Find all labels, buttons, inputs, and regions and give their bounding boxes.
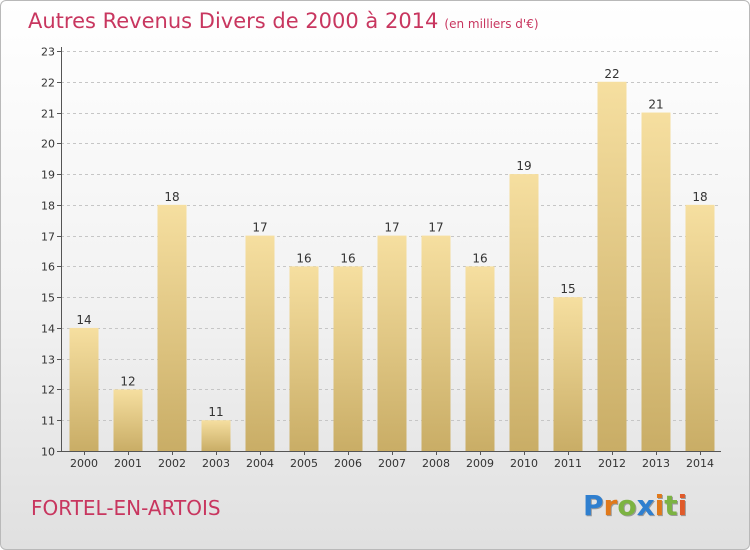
x-tick-label: 2003	[202, 457, 230, 470]
bar	[685, 204, 715, 451]
bar-value-label: 18	[164, 190, 179, 204]
labels: 10 11 12 13 14 15 16 17 18 19 20 21 22 23 14 2000 12 2001…	[41, 46, 714, 471]
bar-value-label: 16	[340, 251, 355, 265]
bar	[465, 266, 495, 451]
y-tick-label: 12	[41, 384, 55, 397]
bar	[421, 235, 451, 451]
y-tick-label: 18	[41, 200, 55, 213]
y-tick-label: 22	[41, 77, 55, 90]
place-name: FORTEL-EN-ARTOIS	[31, 496, 221, 520]
bar-value-label: 19	[516, 159, 531, 173]
bar	[597, 81, 627, 452]
x-tick-label: 2013	[642, 457, 670, 470]
bar-value-label: 16	[296, 251, 311, 265]
bar-value-label: 17	[384, 221, 399, 235]
bar-value-label: 22	[604, 67, 619, 81]
logo-letter: t	[664, 489, 678, 522]
logo-letter: o	[617, 489, 637, 522]
chart-subtitle: (en milliers d'€)	[444, 17, 539, 31]
proxiti-logo: Proxiti	[583, 489, 687, 522]
bar	[157, 204, 187, 451]
bar-value-label: 21	[648, 98, 663, 112]
logo-letter: x	[636, 489, 655, 522]
x-tick-label: 2008	[422, 457, 450, 470]
y-tick-label: 21	[41, 108, 55, 121]
bar	[201, 420, 231, 451]
bar-value-label: 18	[692, 190, 707, 204]
logo-letter: P	[583, 489, 604, 522]
x-tick-label: 2006	[334, 457, 362, 470]
x-tick-label: 2009	[466, 457, 494, 470]
y-tick-label: 13	[41, 354, 55, 367]
bar-value-label: 11	[208, 405, 223, 419]
bar	[333, 266, 363, 451]
y-tick-label: 20	[41, 138, 55, 151]
x-tick-label: 2001	[114, 457, 142, 470]
chart-title: Autres Revenus Divers de 2000 à 2014 (en …	[28, 9, 539, 33]
logo-letter: r	[603, 489, 618, 522]
x-tick-label: 2000	[70, 457, 98, 470]
y-tick-label: 23	[41, 46, 55, 59]
x-tick-label: 2011	[554, 457, 582, 470]
y-tick-label: 17	[41, 231, 55, 244]
bar	[377, 235, 407, 451]
x-tick-label: 2010	[510, 457, 538, 470]
y-tick-label: 11	[41, 415, 55, 428]
x-tick-label: 2005	[290, 457, 318, 470]
y-tick-label: 14	[41, 323, 55, 336]
y-tick-label: 15	[41, 292, 55, 305]
chart-title-text: Autres Revenus Divers de 2000 à 2014	[28, 9, 439, 33]
bar	[245, 235, 275, 451]
bar	[509, 174, 539, 452]
bar-value-label: 15	[560, 282, 575, 296]
x-tick-label: 2004	[246, 457, 274, 470]
axes	[57, 47, 721, 455]
bar-value-label: 17	[428, 221, 443, 235]
logo-letter: i	[654, 489, 665, 522]
bar-value-label: 12	[120, 374, 135, 388]
x-tick-label: 2012	[598, 457, 626, 470]
bar-value-label: 16	[472, 251, 487, 265]
y-tick-label: 16	[41, 261, 55, 274]
bar-value-label: 17	[252, 221, 267, 235]
logo-letter: i	[677, 489, 688, 522]
bar	[289, 266, 319, 451]
bar	[69, 327, 99, 451]
bar	[553, 297, 583, 451]
bars	[69, 81, 715, 452]
bar	[641, 112, 671, 452]
bar-value-label: 14	[76, 313, 91, 327]
x-tick-label: 2014	[686, 457, 714, 470]
x-tick-label: 2002	[158, 457, 186, 470]
bar	[113, 389, 143, 451]
y-tick-label: 19	[41, 169, 55, 182]
y-tick-label: 10	[41, 446, 55, 459]
x-tick-label: 2007	[378, 457, 406, 470]
